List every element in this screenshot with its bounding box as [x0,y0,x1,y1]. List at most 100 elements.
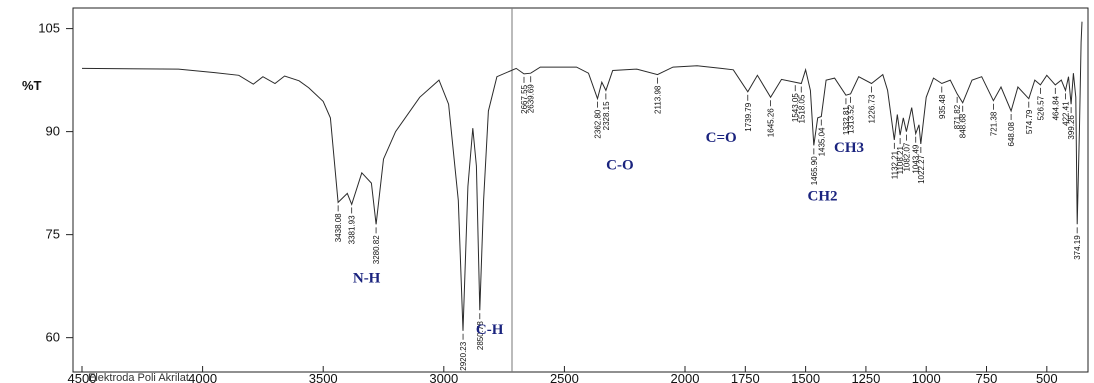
x-tick-label: 4000 [188,371,217,383]
peak-label: 422.41 [1062,93,1071,126]
peak-label: 935.48 [938,86,947,119]
group-label: C=O [706,130,737,146]
group-label: CH2 [807,188,837,204]
svg-text:1645.26: 1645.26 [767,108,776,137]
y-axis-label: %T [22,78,42,93]
svg-text:1022.27: 1022.27 [917,154,926,183]
peak-label: 1739.79 [744,94,753,132]
peak-label: 1332.81 [842,98,851,135]
svg-text:3280.82: 3280.82 [372,235,381,264]
peak-label: 2113.98 [654,77,663,114]
peak-label: 848.68 [959,105,968,138]
peak-label: 464.84 [1051,87,1060,120]
peak-label: 2920.23 [459,333,468,371]
peak-label: 2850.78 [476,313,485,350]
peak-label: 2362.80 [594,101,603,139]
peak-label: 2639.69 [527,76,536,113]
peak-label: 1082.07 [902,134,911,172]
svg-text:1082.07: 1082.07 [902,142,911,171]
svg-text:721.38: 721.38 [989,111,998,136]
x-tick-label: 1750 [731,371,760,383]
plot-frame [72,7,1089,373]
footer-text: Elektroda Poli Akrilat [88,372,189,383]
peak-label: 3381.93 [348,207,357,244]
x-tick-label: 4500 [68,371,97,383]
svg-text:871.82: 871.82 [953,104,962,129]
svg-text:935.48: 935.48 [938,94,947,119]
peak-label: 1645.26 [767,100,776,137]
peak-label: 1435.04 [817,119,826,156]
peak-label: 871.82 [953,96,962,129]
svg-text:574.79: 574.79 [1025,109,1034,134]
peak-label: 1108.21 [896,138,905,174]
peak-label: 1543.05 [791,85,800,122]
peak-label: 648.08 [1007,114,1016,146]
group-label: C-O [606,157,634,173]
group-label: CH3 [834,140,864,156]
svg-text:2920.23: 2920.23 [459,341,468,370]
x-tick-label: 750 [976,371,998,383]
peak-label: 1043.49 [912,136,921,174]
svg-text:1132.21: 1132.21 [890,150,899,179]
y-tick-label: 60 [46,330,60,345]
group-label: C-H [476,322,504,338]
svg-text:2113.98: 2113.98 [654,85,663,114]
svg-text:374.19: 374.19 [1073,235,1082,260]
peak-label: 526.57 [1036,87,1045,120]
svg-text:464.84: 464.84 [1051,95,1060,120]
svg-text:1332.81: 1332.81 [842,106,851,135]
x-tick-label: 1500 [791,371,820,383]
svg-text:848.68: 848.68 [959,113,968,138]
svg-text:1465.90: 1465.90 [810,156,819,185]
svg-text:3438.08: 3438.08 [334,213,343,242]
x-tick-label: 2500 [550,371,579,383]
peak-label: 574.79 [1025,101,1034,134]
x-tick-label: 3500 [309,371,338,383]
peak-label: 1226.73 [868,86,877,123]
svg-text:648.08: 648.08 [1007,121,1016,146]
x-tick-label: 2000 [671,371,700,383]
peak-label: 3438.08 [334,205,343,242]
svg-text:2667.55: 2667.55 [520,84,529,113]
peak-label: 1313.52 [847,96,856,134]
peak-label: 721.38 [989,103,998,136]
svg-text:1226.73: 1226.73 [868,94,877,123]
y-tick-label: 90 [46,124,60,139]
svg-text:1435.04: 1435.04 [817,127,826,156]
svg-text:2328.15: 2328.15 [602,101,611,130]
svg-text:1043.49: 1043.49 [912,144,921,173]
group-label: N-H [353,271,381,287]
peak-label: 1132.21 [890,142,899,179]
svg-text:1543.05: 1543.05 [791,93,800,122]
peak-labels: 3438.08 3381.93 3280.82 2920.23 2850.78 2667.… [334,76,1082,371]
peak-label: 1022.27 [917,146,926,184]
svg-text:399.26: 399.26 [1067,115,1076,140]
svg-text:3381.93: 3381.93 [348,215,357,244]
spectrum-line [81,21,1083,331]
svg-text:1313.52: 1313.52 [847,104,856,133]
x-tick-label: 3000 [429,371,458,383]
x-tick-label: 1250 [851,371,880,383]
y-tick-label: 105 [38,21,60,36]
peak-label: 374.19 [1073,227,1082,260]
peak-label: 1518.05 [797,86,806,123]
y-tick-label: 75 [46,227,60,242]
svg-text:526.57: 526.57 [1036,95,1045,120]
x-tick-label: 1000 [912,371,941,383]
peak-label: 3280.82 [372,227,381,264]
svg-text:2639.69: 2639.69 [527,84,536,113]
x-axis: 4500 4000 3500 3000 2500 2000 1750 1500 1250 1000… [68,366,1058,383]
svg-text:1108.21: 1108.21 [896,146,905,175]
svg-text:1739.79: 1739.79 [744,102,753,131]
y-axis: 60 75 90 105 [38,21,73,345]
peak-label: 2328.15 [602,93,611,130]
svg-text:1518.05: 1518.05 [797,94,806,123]
x-tick-label: 500 [1036,371,1058,383]
svg-text:2850.78: 2850.78 [476,321,485,350]
peak-label: 399.26 [1067,107,1076,140]
peak-label: 2667.55 [520,76,529,114]
svg-text:422.41: 422.41 [1062,101,1071,126]
group-labels: N-H C-H C-O C=O CH3 CH2 [353,130,864,338]
svg-text:2362.80: 2362.80 [594,109,603,138]
